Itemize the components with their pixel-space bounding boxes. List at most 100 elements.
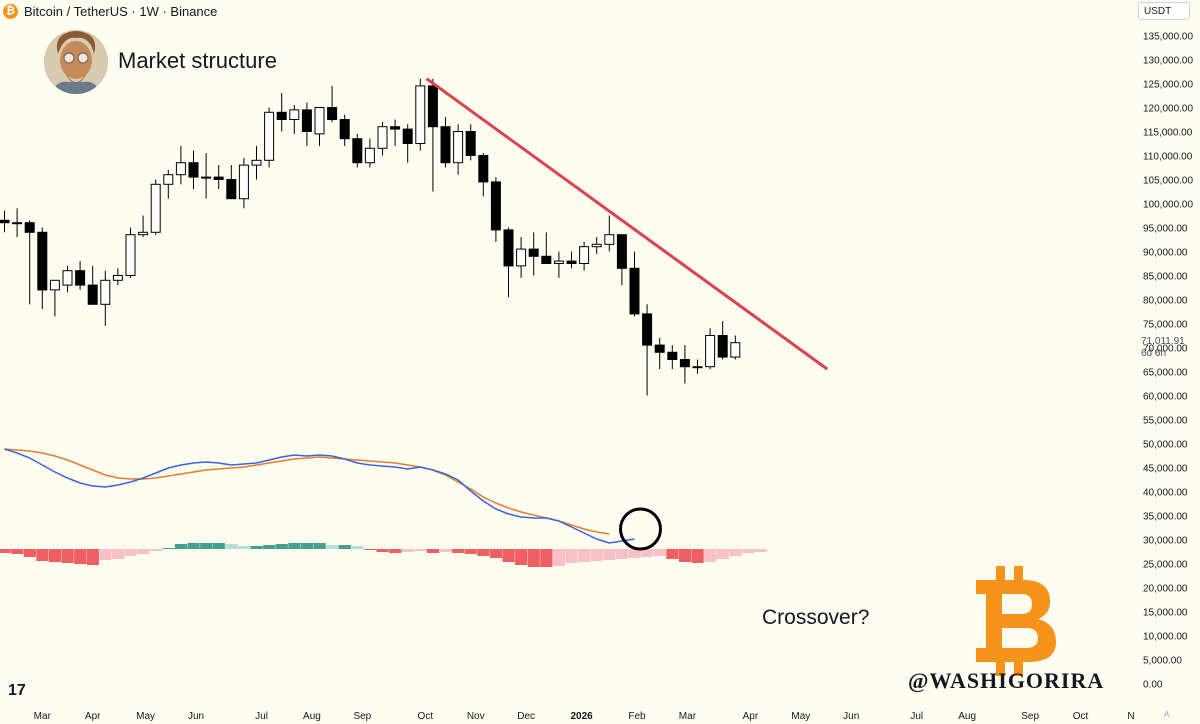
macd-histogram-bar bbox=[99, 549, 112, 560]
candle-body bbox=[705, 335, 716, 368]
x-tick-label: Feb bbox=[628, 711, 646, 722]
y-tick-label: 20,000.00 bbox=[1143, 584, 1188, 595]
candle-body bbox=[616, 234, 627, 269]
macd-histogram-bar bbox=[401, 549, 414, 552]
tradingview-logo-icon[interactable]: 17 bbox=[8, 682, 26, 699]
macd-histogram-bar bbox=[414, 549, 427, 551]
macd-histogram-bar bbox=[363, 549, 377, 550]
candle-body bbox=[427, 85, 438, 128]
candle-body bbox=[692, 366, 703, 369]
macd-histogram-bar bbox=[212, 543, 225, 549]
descending-trendline bbox=[425, 77, 829, 371]
macd-histogram-bar bbox=[200, 543, 213, 549]
candle-body bbox=[453, 131, 464, 164]
currency-selector[interactable]: USDT bbox=[1138, 2, 1190, 20]
y-tick-label: 65,000.00 bbox=[1143, 368, 1188, 379]
macd-histogram-bar bbox=[754, 549, 767, 552]
candle-body bbox=[339, 119, 350, 140]
candle-body bbox=[75, 270, 86, 286]
symbol-header[interactable]: ₿ Bitcoin / TetherUS · 1W · Binance bbox=[0, 0, 217, 22]
y-tick-label: 55,000.00 bbox=[1143, 416, 1188, 427]
candle-body bbox=[679, 359, 690, 368]
macd-histogram-bar bbox=[590, 549, 603, 561]
candle-body bbox=[465, 131, 476, 156]
candle-body bbox=[150, 183, 161, 233]
candle-body bbox=[163, 174, 174, 185]
macd-histogram-bar bbox=[288, 543, 301, 549]
macd-histogram-bar bbox=[615, 549, 629, 559]
candle-body bbox=[478, 155, 489, 183]
y-tick-label: 110,000.00 bbox=[1143, 152, 1193, 163]
macd-histogram-bar bbox=[225, 544, 238, 549]
x-tick-label: Aug bbox=[303, 711, 321, 722]
candle-body bbox=[516, 248, 527, 267]
candle-body bbox=[604, 234, 615, 245]
macd-histogram-bar bbox=[11, 549, 24, 554]
y-tick-label: 135,000.00 bbox=[1143, 32, 1193, 43]
candle-body bbox=[541, 255, 552, 264]
crossover-annotation: Crossover? bbox=[762, 606, 870, 629]
y-tick-label: 5,000.00 bbox=[1143, 656, 1182, 667]
market-structure-annotation: Market structure bbox=[118, 48, 277, 73]
x-tick-label: Jul bbox=[910, 711, 923, 722]
macd-histogram-bar bbox=[36, 549, 49, 561]
bar-countdown: 6d 6h bbox=[1141, 348, 1167, 359]
y-tick-label: 95,000.00 bbox=[1143, 224, 1188, 235]
candle-body bbox=[364, 147, 375, 164]
candle-body bbox=[579, 246, 590, 264]
candle-body bbox=[314, 107, 325, 135]
bitcoin-icon: ₿ bbox=[3, 3, 18, 19]
crossover-circle bbox=[619, 507, 662, 551]
macd-histogram-bar bbox=[137, 549, 150, 554]
macd-histogram-bar bbox=[741, 549, 755, 553]
candle-body bbox=[629, 267, 640, 315]
macd-histogram-bar bbox=[187, 543, 200, 549]
x-tick-label: 2026 bbox=[570, 711, 593, 722]
candle-body bbox=[327, 107, 338, 120]
x-tick-label: Mar bbox=[679, 711, 697, 722]
candle-body bbox=[717, 335, 728, 358]
y-tick-label: 105,000.00 bbox=[1143, 176, 1193, 187]
macd-histogram-bar bbox=[515, 549, 528, 565]
macd-line bbox=[4, 448, 635, 544]
bitcoin-logo-icon bbox=[976, 566, 1056, 676]
y-tick-label: 85,000.00 bbox=[1143, 272, 1188, 283]
macd-histogram-bar bbox=[527, 549, 540, 567]
macd-histogram-bar bbox=[250, 546, 263, 549]
y-tick-label: 10,000.00 bbox=[1143, 632, 1188, 643]
candle-body bbox=[264, 111, 275, 161]
candle-body bbox=[238, 164, 249, 200]
x-tick-label: Oct bbox=[418, 711, 434, 722]
candle-body bbox=[125, 234, 136, 276]
macd-histogram-bar bbox=[23, 549, 36, 557]
macd-histogram-bar bbox=[351, 546, 364, 549]
macd-histogram-bar bbox=[313, 543, 326, 549]
x-tick-label: Jul bbox=[255, 711, 268, 722]
avatar bbox=[44, 30, 108, 94]
y-tick-label: 40,000.00 bbox=[1143, 488, 1188, 499]
x-tick-label: Apr bbox=[85, 711, 101, 722]
macd-histogram-bar bbox=[439, 549, 452, 552]
macd-histogram-bar bbox=[540, 549, 553, 567]
auto-scale-button[interactable]: A bbox=[1164, 710, 1170, 719]
symbol-title: Bitcoin / TetherUS · 1W · Binance bbox=[24, 3, 218, 19]
x-tick-label: Apr bbox=[743, 711, 759, 722]
macd-histogram-bar bbox=[641, 549, 654, 557]
candle-body bbox=[175, 162, 186, 176]
macd-histogram-bar bbox=[452, 549, 465, 553]
macd-histogram-bar bbox=[653, 549, 666, 556]
macd-histogram-bar bbox=[149, 549, 162, 551]
macd-histogram-bar bbox=[300, 543, 314, 549]
y-tick-label: 30,000.00 bbox=[1143, 536, 1188, 547]
x-tick-label: Nov bbox=[467, 711, 485, 722]
macd-histogram-bar bbox=[502, 549, 515, 562]
candle-body bbox=[553, 260, 564, 265]
macd-histogram-bar bbox=[61, 549, 74, 563]
y-tick-label: 25,000.00 bbox=[1143, 560, 1188, 571]
current-price-tag: 71,011.91 6d 6h bbox=[1141, 336, 1185, 360]
candle-body bbox=[667, 351, 678, 360]
x-tick-label: Mar bbox=[34, 711, 52, 722]
candle-body bbox=[503, 229, 514, 267]
x-tick-label: May bbox=[791, 711, 810, 722]
